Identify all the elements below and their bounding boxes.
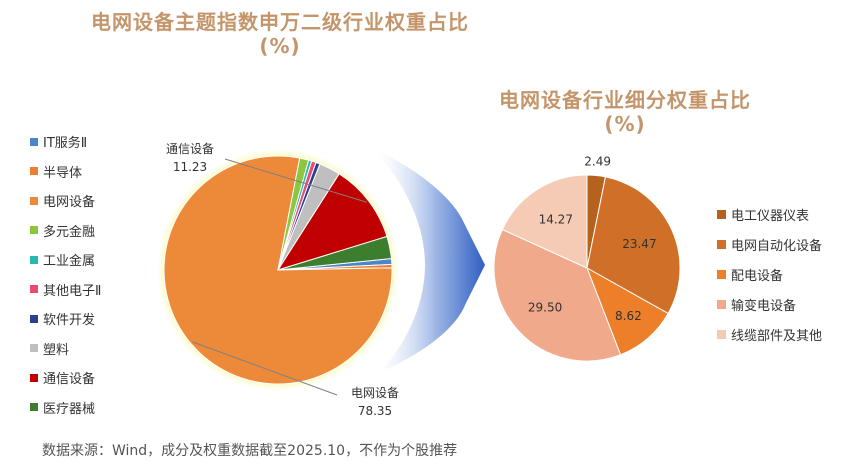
data-label-value-tongxin: 11.23 bbox=[173, 160, 207, 174]
right-legend-item: 输变电设备 bbox=[717, 289, 822, 319]
left-legend-item: 多元金融 bbox=[30, 216, 101, 246]
legend-swatch bbox=[30, 373, 38, 382]
right-legend-item: 电网自动化设备 bbox=[717, 229, 822, 259]
legend-swatch bbox=[717, 209, 726, 219]
right-legend: 电工仪器仪表 电网自动化设备 配电设备输变电设备线缆部件及其他 bbox=[717, 199, 822, 349]
legend-label: 通信设备 bbox=[43, 372, 96, 388]
slice-value-label-4: 14.27 bbox=[539, 213, 573, 227]
legend-label: 软件开发 bbox=[43, 313, 96, 329]
legend-swatch bbox=[30, 403, 38, 412]
source-note: 数据来源：Wind，成分及权重数据截至2025.10，不作为个股推荐 bbox=[42, 443, 458, 459]
legend-swatch bbox=[30, 314, 38, 323]
legend-label: 电网设备 bbox=[43, 195, 96, 211]
legend-label: 多元金融 bbox=[43, 224, 96, 240]
left-legend-item: 电网设备 bbox=[30, 186, 101, 216]
left-legend-item: 半导体 bbox=[30, 157, 101, 187]
legend-swatch bbox=[30, 285, 38, 294]
pie-slice-9 bbox=[277, 235, 392, 271]
left-legend-item: 医疗器械 bbox=[30, 393, 101, 423]
data-label-name-dianwang: 电网设备 bbox=[351, 386, 399, 400]
right-chart-title: 电网设备行业细分权重占比 (%) bbox=[455, 88, 795, 136]
leader-line-dianwang bbox=[192, 341, 338, 396]
legend-swatch bbox=[717, 329, 726, 339]
legend-swatch bbox=[30, 226, 38, 235]
right-title-line2: (%) bbox=[604, 112, 646, 136]
slice-value-label-2: 8.62 bbox=[615, 309, 642, 323]
slice-value-label-3: 29.50 bbox=[528, 301, 562, 315]
legend-label: 输变电设备 bbox=[731, 298, 797, 314]
legend-label: 工业金属 bbox=[43, 254, 96, 270]
pie-slice-8 bbox=[276, 173, 388, 271]
legend-swatch bbox=[717, 299, 726, 309]
right-title-line1: 电网设备行业细分权重占比 bbox=[499, 88, 751, 112]
left-legend-item: 塑料 bbox=[30, 334, 101, 364]
left-legend-item: 软件开发 bbox=[30, 304, 101, 334]
left-legend-item: 工业金属 bbox=[30, 245, 101, 275]
legend-label: 医疗器械 bbox=[43, 401, 96, 417]
legend-label: 电网自动化设备 bbox=[731, 238, 823, 254]
transition-arrow bbox=[375, 150, 485, 372]
leader-line-tongxin bbox=[224, 158, 367, 203]
legend-swatch bbox=[717, 239, 726, 249]
legend-label: 半导体 bbox=[43, 165, 83, 181]
legend-label: 塑料 bbox=[43, 342, 70, 358]
legend-swatch bbox=[717, 269, 726, 279]
pie-slice-4 bbox=[501, 174, 588, 269]
left-title-line2: (%) bbox=[259, 34, 301, 58]
legend-label: 其他电子Ⅱ bbox=[43, 283, 102, 299]
data-label-name-tongxin: 通信设备 bbox=[166, 142, 214, 156]
left-legend: IT服务Ⅱ 半导体电网设备多元金融工业金属其他电子Ⅱ 软件开发塑料通信设备医疗器械 bbox=[30, 127, 101, 422]
legend-swatch bbox=[30, 255, 38, 264]
right-pie: 2.49 23.47 8.62 29.50 14.27 bbox=[493, 155, 681, 362]
legend-swatch bbox=[30, 196, 38, 205]
legend-swatch bbox=[30, 137, 38, 146]
left-legend-item: 通信设备 bbox=[30, 363, 101, 393]
slice-value-label-0: 2.49 bbox=[584, 155, 611, 169]
legend-swatch bbox=[30, 167, 38, 176]
right-legend-item: 线缆部件及其他 bbox=[717, 319, 822, 349]
legend-label: IT服务Ⅱ bbox=[43, 136, 88, 152]
right-legend-item: 电工仪器仪表 bbox=[717, 199, 822, 229]
right-legend-item: 配电设备 bbox=[717, 259, 822, 289]
legend-label: 电工仪器仪表 bbox=[731, 208, 810, 224]
left-chart-title: 电网设备主题指数申万二级行业权重占比 (%) bbox=[40, 10, 520, 58]
pie-slice-3 bbox=[493, 228, 622, 362]
legend-swatch bbox=[30, 344, 38, 353]
pie-slice-1 bbox=[586, 176, 681, 315]
data-label-value-dianwang: 78.35 bbox=[358, 404, 392, 418]
left-legend-item: IT服务Ⅱ bbox=[30, 127, 101, 157]
legend-label: 线缆部件及其他 bbox=[731, 328, 823, 344]
left-pie-labels: 通信设备 11.23 电网设备 78.35 bbox=[166, 142, 399, 418]
left-pie bbox=[163, 155, 393, 385]
slice-value-label-1: 23.47 bbox=[622, 237, 656, 251]
left-title-line1: 电网设备主题指数申万二级行业权重占比 bbox=[91, 10, 469, 34]
legend-label: 配电设备 bbox=[731, 268, 784, 284]
left-legend-item: 其他电子Ⅱ bbox=[30, 275, 101, 305]
